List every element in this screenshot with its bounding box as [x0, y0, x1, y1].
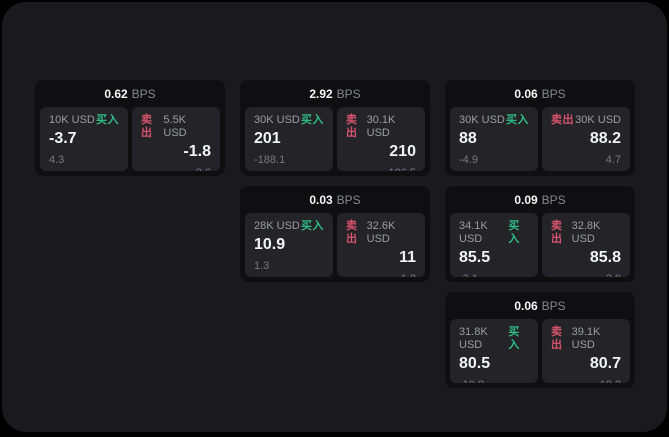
bps-header: 2.92 BPS — [240, 80, 430, 107]
bps-value: 0.09 — [514, 192, 538, 207]
sell-price: 85.8 — [589, 249, 621, 266]
buy-side-label: 买入 — [96, 114, 119, 126]
bps-header: 0.06 BPS — [445, 292, 635, 319]
buy-tile[interactable]: 30K USD 买入 88 -4.9 — [450, 107, 538, 171]
sell-side-label: 卖出 — [141, 114, 153, 139]
buy-amount: 10K USD — [49, 114, 95, 126]
bps-unit: BPS — [541, 86, 566, 101]
buy-tile[interactable]: 28K USD 买入 10.9 1.3 — [245, 213, 333, 277]
buy-amount: 34.1K USD — [459, 220, 488, 245]
sell-sub-value: 3.0 — [551, 273, 621, 277]
buy-sub-value: 4.3 — [49, 154, 65, 166]
app-panel: 0.62 BPS 10K USD 买入 -3.7 4.3 卖出 5.5K USD… — [2, 2, 667, 432]
sell-tile[interactable]: 卖出 32.8K USD 85.8 3.0 — [542, 213, 630, 277]
sell-price: 210 — [389, 143, 416, 160]
buy-amount: 31.8K USD — [459, 326, 488, 351]
buy-amount: 30K USD — [254, 114, 300, 126]
sell-sub-value: 196.5 — [346, 167, 416, 171]
sell-sub-value: 4.7 — [605, 154, 621, 166]
sell-tile[interactable]: 卖出 39.1K USD 80.7 10.2 — [542, 319, 630, 383]
bps-header: 0.03 BPS — [240, 186, 430, 213]
bps-value: 0.03 — [309, 192, 333, 207]
buy-sub-value: -3.1 — [459, 273, 529, 277]
quote-card-4[interactable]: 0.03 BPS 28K USD 买入 10.9 1.3 卖出 32.6K US… — [240, 186, 430, 282]
sell-side-label: 卖出 — [551, 326, 563, 351]
buy-side-label: 买入 — [301, 114, 324, 126]
buy-side-label: 买入 — [508, 326, 520, 351]
sell-amount: 32.8K USD — [571, 220, 601, 245]
bps-value: 0.06 — [514, 298, 538, 313]
bps-header: 0.62 BPS — [35, 80, 225, 107]
sell-tile[interactable]: 卖出 30K USD 88.2 4.7 — [542, 107, 630, 171]
sell-amount: 5.5K USD — [163, 114, 187, 139]
buy-tile[interactable]: 30K USD 买入 201 -188.1 — [245, 107, 333, 171]
buy-tile[interactable]: 10K USD 买入 -3.7 4.3 — [40, 107, 128, 171]
bps-unit: BPS — [131, 86, 156, 101]
buy-sub-value: -4.9 — [459, 154, 478, 166]
buy-tile[interactable]: 31.8K USD 买入 80.5 -10.8 — [450, 319, 538, 383]
buy-price: 85.5 — [459, 249, 491, 266]
sell-amount: 30.1K USD — [366, 114, 396, 139]
sell-price: 88.2 — [589, 130, 621, 147]
buy-tile[interactable]: 34.1K USD 买入 85.5 -3.1 — [450, 213, 538, 277]
sell-price: 11 — [399, 249, 416, 266]
sell-tile[interactable]: 卖出 32.6K USD 11 -1.8 — [337, 213, 425, 277]
buy-price: 80.5 — [459, 355, 491, 372]
sell-sub-value: -1.8 — [346, 273, 416, 277]
sell-tile[interactable]: 卖出 30.1K USD 210 196.5 — [337, 107, 425, 171]
buy-side-label: 买入 — [508, 220, 520, 245]
sell-side-label: 卖出 — [346, 114, 358, 139]
sell-sub-value: -2.6 — [141, 167, 211, 171]
sell-amount: 39.1K USD — [571, 326, 601, 351]
sell-amount: 30K USD — [575, 114, 621, 126]
quote-card-3[interactable]: 0.06 BPS 30K USD 买入 88 -4.9 卖出 30K USD 8… — [445, 80, 635, 176]
bps-unit: BPS — [541, 192, 566, 207]
bps-header: 0.06 BPS — [445, 80, 635, 107]
buy-amount: 30K USD — [459, 114, 505, 126]
quote-card-1[interactable]: 0.62 BPS 10K USD 买入 -3.7 4.3 卖出 5.5K USD… — [35, 80, 225, 176]
buy-sub-value: 1.3 — [254, 260, 270, 272]
buy-price: 10.9 — [254, 236, 286, 253]
bps-value: 0.62 — [104, 86, 128, 101]
bps-unit: BPS — [541, 298, 566, 313]
bps-value: 2.92 — [309, 86, 333, 101]
quote-card-2[interactable]: 2.92 BPS 30K USD 买入 201 -188.1 卖出 30.1K … — [240, 80, 430, 176]
buy-side-label: 买入 — [301, 220, 324, 232]
buy-sub-value: -188.1 — [254, 154, 286, 166]
sell-side-label: 卖出 — [551, 220, 563, 245]
bps-unit: BPS — [336, 192, 361, 207]
buy-price: 88 — [459, 130, 477, 147]
bps-value: 0.06 — [514, 86, 538, 101]
sell-side-label: 卖出 — [346, 220, 358, 245]
sell-amount: 32.6K USD — [366, 220, 396, 245]
buy-price: -3.7 — [49, 130, 77, 147]
sell-sub-value: 10.2 — [551, 379, 621, 383]
buy-side-label: 买入 — [506, 114, 529, 126]
buy-amount: 28K USD — [254, 220, 300, 232]
buy-sub-value: -10.8 — [459, 379, 529, 383]
sell-tile[interactable]: 卖出 5.5K USD -1.8 -2.6 — [132, 107, 220, 171]
quote-card-6[interactable]: 0.06 BPS 31.8K USD 买入 80.5 -10.8 卖出 39.1… — [445, 292, 635, 388]
sell-price: -1.8 — [183, 143, 211, 160]
buy-price: 201 — [254, 130, 281, 147]
bps-header: 0.09 BPS — [445, 186, 635, 213]
bps-unit: BPS — [336, 86, 361, 101]
quote-card-5[interactable]: 0.09 BPS 34.1K USD 买入 85.5 -3.1 卖出 32.8K… — [445, 186, 635, 282]
sell-side-label: 卖出 — [551, 114, 574, 126]
sell-price: 80.7 — [589, 355, 621, 372]
